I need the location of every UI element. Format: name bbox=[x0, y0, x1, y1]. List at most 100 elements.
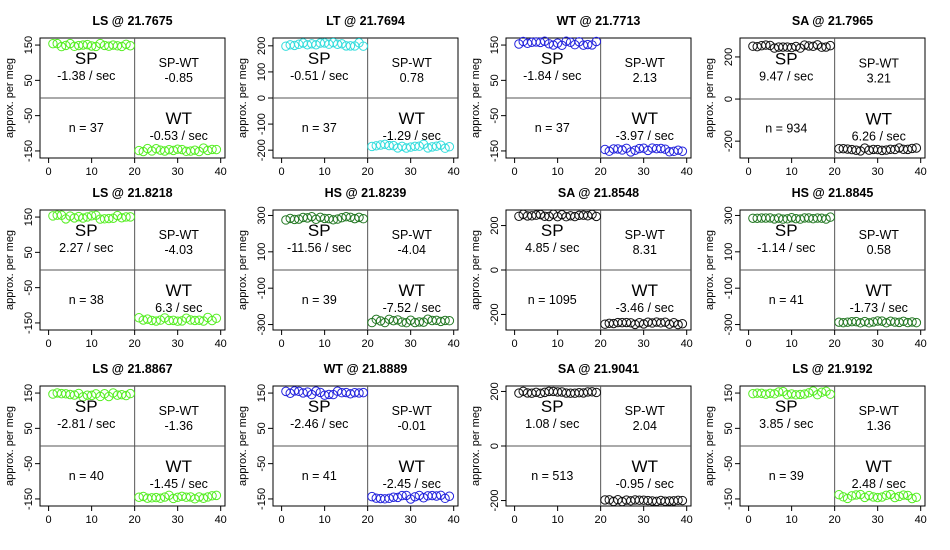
wt-data-point bbox=[172, 144, 183, 154]
sp-data-point bbox=[121, 390, 131, 401]
wt-data-point bbox=[211, 313, 222, 324]
wt-label: WT bbox=[399, 109, 425, 128]
x-tick-label: 10 bbox=[319, 166, 331, 178]
sp-data-point bbox=[108, 388, 118, 398]
wt-rate: -3.97 / sec bbox=[616, 129, 674, 143]
wt-data-point bbox=[207, 144, 217, 155]
n-label: n = 39 bbox=[302, 293, 337, 307]
wt-data-point bbox=[677, 146, 688, 156]
x-tick-label: 30 bbox=[872, 338, 884, 350]
x-tick-label: 0 bbox=[512, 338, 518, 350]
sp-data-point bbox=[825, 212, 836, 222]
diff-label: SP-WT bbox=[859, 57, 900, 71]
wt-data-point bbox=[427, 142, 437, 152]
x-tick-label: 10 bbox=[786, 514, 798, 526]
x-tick-label: 20 bbox=[362, 338, 374, 350]
sp-rate: 4.85 / sec bbox=[525, 241, 579, 255]
sp-label: SP bbox=[541, 49, 564, 68]
y-tick-label: 50 bbox=[256, 422, 268, 434]
wt-data-point bbox=[444, 491, 455, 501]
y-tick-label: -50 bbox=[723, 456, 735, 472]
x-tick-label: 30 bbox=[172, 166, 184, 178]
chart-panel: SA @ 21.9041 0 10 20 30 40 200 0 -200 approx. per… bbox=[470, 362, 693, 526]
y-axis-label: approx. per meg bbox=[4, 230, 16, 310]
x-tick-label: 40 bbox=[448, 514, 460, 526]
sp-data-point bbox=[125, 41, 136, 51]
y-tick-label: 50 bbox=[723, 422, 735, 434]
panel-title: WT @ 21.8889 bbox=[324, 362, 408, 376]
y-tick-label: -50 bbox=[23, 456, 35, 472]
y-tick-label: 50 bbox=[23, 74, 35, 86]
n-label: n = 41 bbox=[769, 293, 804, 307]
wt-data-point bbox=[677, 319, 688, 329]
wt-data-point bbox=[151, 316, 161, 326]
x-tick-label: 20 bbox=[829, 514, 841, 526]
wt-data-point bbox=[677, 495, 688, 506]
chart-panel: SA @ 21.8548 0 10 20 30 40 200 0 -200 approx. per… bbox=[470, 186, 693, 350]
wt-data-point bbox=[877, 492, 887, 502]
x-tick-label: 30 bbox=[405, 166, 417, 178]
y-tick-label: -150 bbox=[489, 140, 501, 162]
sp-data-point bbox=[345, 41, 356, 51]
wt-data-point bbox=[673, 319, 683, 330]
sp-rate: -2.81 / sec bbox=[57, 417, 115, 431]
y-tick-label: 0 bbox=[723, 96, 735, 102]
sp-rate: 3.85 / sec bbox=[759, 417, 813, 431]
wt-data-point bbox=[134, 145, 144, 156]
y-tick-label: -50 bbox=[23, 108, 35, 124]
sp-label: SP bbox=[308, 397, 331, 416]
sp-data-point bbox=[78, 213, 88, 223]
diff-value: 2.13 bbox=[633, 71, 657, 85]
wt-rate: -1.45 / sec bbox=[150, 477, 208, 491]
wt-data-point bbox=[414, 317, 424, 327]
sp-data-point bbox=[761, 40, 771, 50]
wt-data-point bbox=[851, 145, 861, 155]
y-axis-label: approx. per meg bbox=[704, 230, 716, 310]
wt-data-point bbox=[410, 141, 420, 151]
sp-data-point bbox=[337, 39, 347, 49]
x-tick-label: 0 bbox=[46, 338, 52, 350]
wt-data-point bbox=[881, 490, 891, 501]
x-tick-label: 0 bbox=[279, 514, 285, 526]
y-tick-label: -50 bbox=[256, 456, 268, 472]
y-tick-label: -50 bbox=[489, 108, 501, 124]
wt-label: WT bbox=[399, 281, 425, 300]
x-tick-label: 20 bbox=[595, 338, 607, 350]
y-axis-label: approx. per meg bbox=[4, 406, 16, 486]
sp-data-point bbox=[56, 41, 67, 52]
chart-panel: LT @ 21.7694 0 10 20 30 40 200 100 0 -100 -200 appr… bbox=[237, 14, 460, 178]
x-tick-label: 40 bbox=[915, 338, 927, 350]
diff-value: 0.58 bbox=[867, 243, 891, 257]
x-tick-label: 20 bbox=[362, 166, 374, 178]
panel-title: LS @ 21.9192 bbox=[792, 362, 872, 376]
sp-data-point bbox=[311, 386, 321, 396]
wt-label: WT bbox=[399, 457, 425, 476]
wt-data-point bbox=[405, 494, 416, 504]
wt-data-point bbox=[155, 493, 166, 503]
x-tick-label: 20 bbox=[595, 514, 607, 526]
wt-data-point bbox=[198, 493, 209, 503]
sp-data-point bbox=[821, 214, 831, 224]
wt-rate: -3.46 / sec bbox=[616, 301, 674, 315]
wt-data-point bbox=[168, 493, 179, 504]
wt-rate: 6.26 / sec bbox=[852, 130, 906, 144]
wt-label: WT bbox=[166, 457, 192, 476]
sp-rate: -1.84 / sec bbox=[523, 69, 581, 83]
y-tick-label: 150 bbox=[23, 384, 35, 402]
diff-label: SP-WT bbox=[859, 404, 900, 418]
y-axis-label: approx. per meg bbox=[470, 406, 482, 486]
n-label: n = 934 bbox=[765, 122, 807, 136]
sp-data-point bbox=[125, 212, 136, 222]
wt-data-point bbox=[142, 314, 153, 324]
y-tick-label: 150 bbox=[723, 384, 735, 402]
diff-label: SP-WT bbox=[159, 56, 200, 70]
wt-data-point bbox=[898, 490, 909, 500]
x-tick-label: 0 bbox=[746, 514, 752, 526]
wt-label: WT bbox=[866, 457, 892, 476]
wt-data-point bbox=[890, 492, 900, 503]
n-label: n = 513 bbox=[531, 469, 573, 483]
panel-title: SA @ 21.7965 bbox=[792, 14, 873, 28]
sp-data-point bbox=[95, 38, 105, 49]
chart-panel: LS @ 21.8867 0 10 20 30 40 150 50 -50 -150 approx.… bbox=[4, 362, 227, 526]
y-axis-label: approx. per meg bbox=[470, 230, 482, 310]
